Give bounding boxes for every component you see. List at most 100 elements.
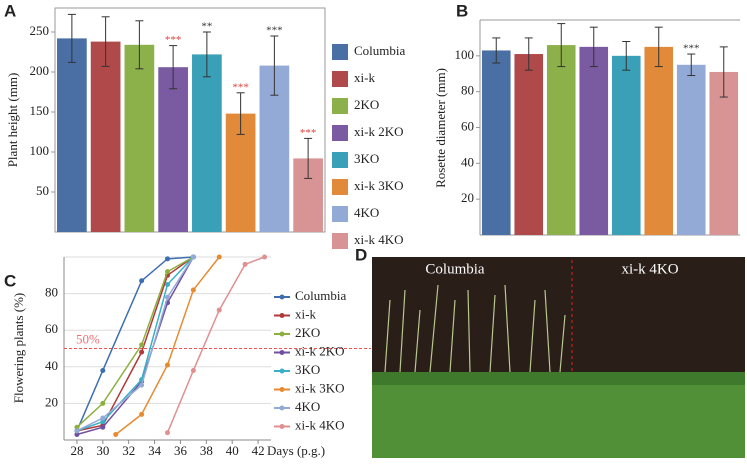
point [190, 287, 196, 293]
legend-swatch [332, 179, 348, 195]
x-tick-label: 28 [70, 443, 83, 458]
legend-swatch [279, 331, 285, 337]
point [165, 256, 170, 262]
point [139, 278, 145, 284]
point [216, 254, 222, 260]
point [262, 254, 268, 260]
legend-label: xi-k 3KO [295, 380, 344, 395]
point [242, 261, 248, 267]
y-tick-label: 50 [36, 183, 49, 198]
legend-label: xi-k 3KO [354, 178, 403, 193]
photo-label: xi-k 4KO [621, 261, 678, 277]
point [165, 294, 170, 300]
point [139, 382, 145, 388]
point [216, 307, 222, 313]
bar [192, 54, 222, 233]
legend-swatch [332, 98, 348, 114]
legend-swatch [332, 152, 348, 168]
y-tick-label: 20 [461, 190, 474, 205]
x-tick-label: 36 [174, 443, 188, 458]
bar [514, 54, 544, 235]
y-tick-label: 20 [45, 394, 58, 409]
y-tick-label: 40 [45, 358, 58, 373]
point [74, 424, 80, 430]
panel-label: B [456, 1, 468, 20]
point [165, 430, 170, 436]
x-tick-label: 42 [252, 443, 265, 458]
x-tick-label: 38 [200, 443, 213, 458]
point [100, 419, 106, 425]
bar [57, 38, 87, 233]
legend-swatch [279, 350, 285, 355]
bar [709, 71, 739, 235]
legend-swatch [279, 424, 285, 429]
y-tick-label: 100 [30, 143, 50, 158]
bar [158, 67, 188, 232]
legend-swatch [279, 368, 285, 374]
inflorescences [384, 284, 566, 373]
legend-swatch [279, 313, 285, 318]
significance-label: *** [266, 25, 283, 37]
point [100, 367, 106, 373]
point [113, 432, 119, 438]
y-tick-label: 60 [461, 118, 474, 133]
x-tick-label: 40 [226, 443, 239, 458]
legend-label: 4KO [354, 205, 379, 220]
legend-label: xi-k 2KO [354, 124, 403, 139]
x-tick-label: 34 [148, 443, 162, 458]
y-tick-label: 150 [30, 103, 50, 118]
legend-swatch [332, 71, 348, 87]
legend-label: xi-k 2KO [295, 343, 344, 358]
point [190, 367, 196, 373]
bar [611, 55, 641, 236]
significance-label: *** [683, 43, 700, 55]
legend-label: xi-k [295, 306, 316, 321]
y-axis-label: Flowering plants (%) [11, 293, 26, 403]
bar [546, 45, 576, 236]
legend-label: xi-k [354, 70, 375, 85]
y-tick-label: 40 [461, 154, 474, 169]
bar [579, 46, 609, 235]
bar [124, 44, 155, 232]
point [100, 424, 106, 430]
y-tick-label: 60 [45, 321, 58, 336]
legend-label: xi-k 4KO [354, 232, 403, 247]
significance-label: *** [300, 127, 317, 139]
legend-label: Columbia [295, 288, 347, 303]
point [165, 362, 170, 368]
legend-swatch [332, 44, 348, 60]
y-axis-label: Rosette diameter (mm) [433, 68, 448, 188]
significance-label: *** [165, 34, 182, 46]
plot-frame [54, 7, 326, 233]
photo-label: Columbia [425, 261, 485, 277]
significance-label: *** [232, 81, 249, 93]
legend-swatch [279, 387, 285, 392]
point [139, 342, 145, 348]
legend-swatch [332, 233, 348, 249]
legend-label: 2KO [295, 325, 320, 340]
legend-swatch [279, 294, 285, 300]
series-line [166, 256, 265, 433]
annotation: 50% [76, 331, 100, 346]
point [100, 400, 106, 406]
point [100, 415, 106, 421]
bar [644, 46, 674, 235]
y-tick-label: 80 [461, 83, 474, 98]
y-tick-label: 80 [45, 285, 58, 300]
point [139, 411, 145, 417]
panel-label: A [4, 1, 16, 20]
rosettes [372, 385, 745, 458]
bar [676, 64, 706, 236]
point [165, 269, 170, 275]
legend-label: 4KO [295, 399, 320, 414]
legend-label: 3KO [354, 151, 379, 166]
significance-label: ** [201, 21, 212, 33]
legend-label: 3KO [295, 362, 320, 377]
bar [481, 50, 511, 236]
y-axis-label: Plant height (mm) [5, 73, 20, 168]
legend-label: Columbia [354, 43, 406, 58]
x-tick-label: 32 [122, 443, 135, 458]
x-axis-label: Days (p.g.) [267, 443, 325, 458]
point [139, 349, 145, 355]
